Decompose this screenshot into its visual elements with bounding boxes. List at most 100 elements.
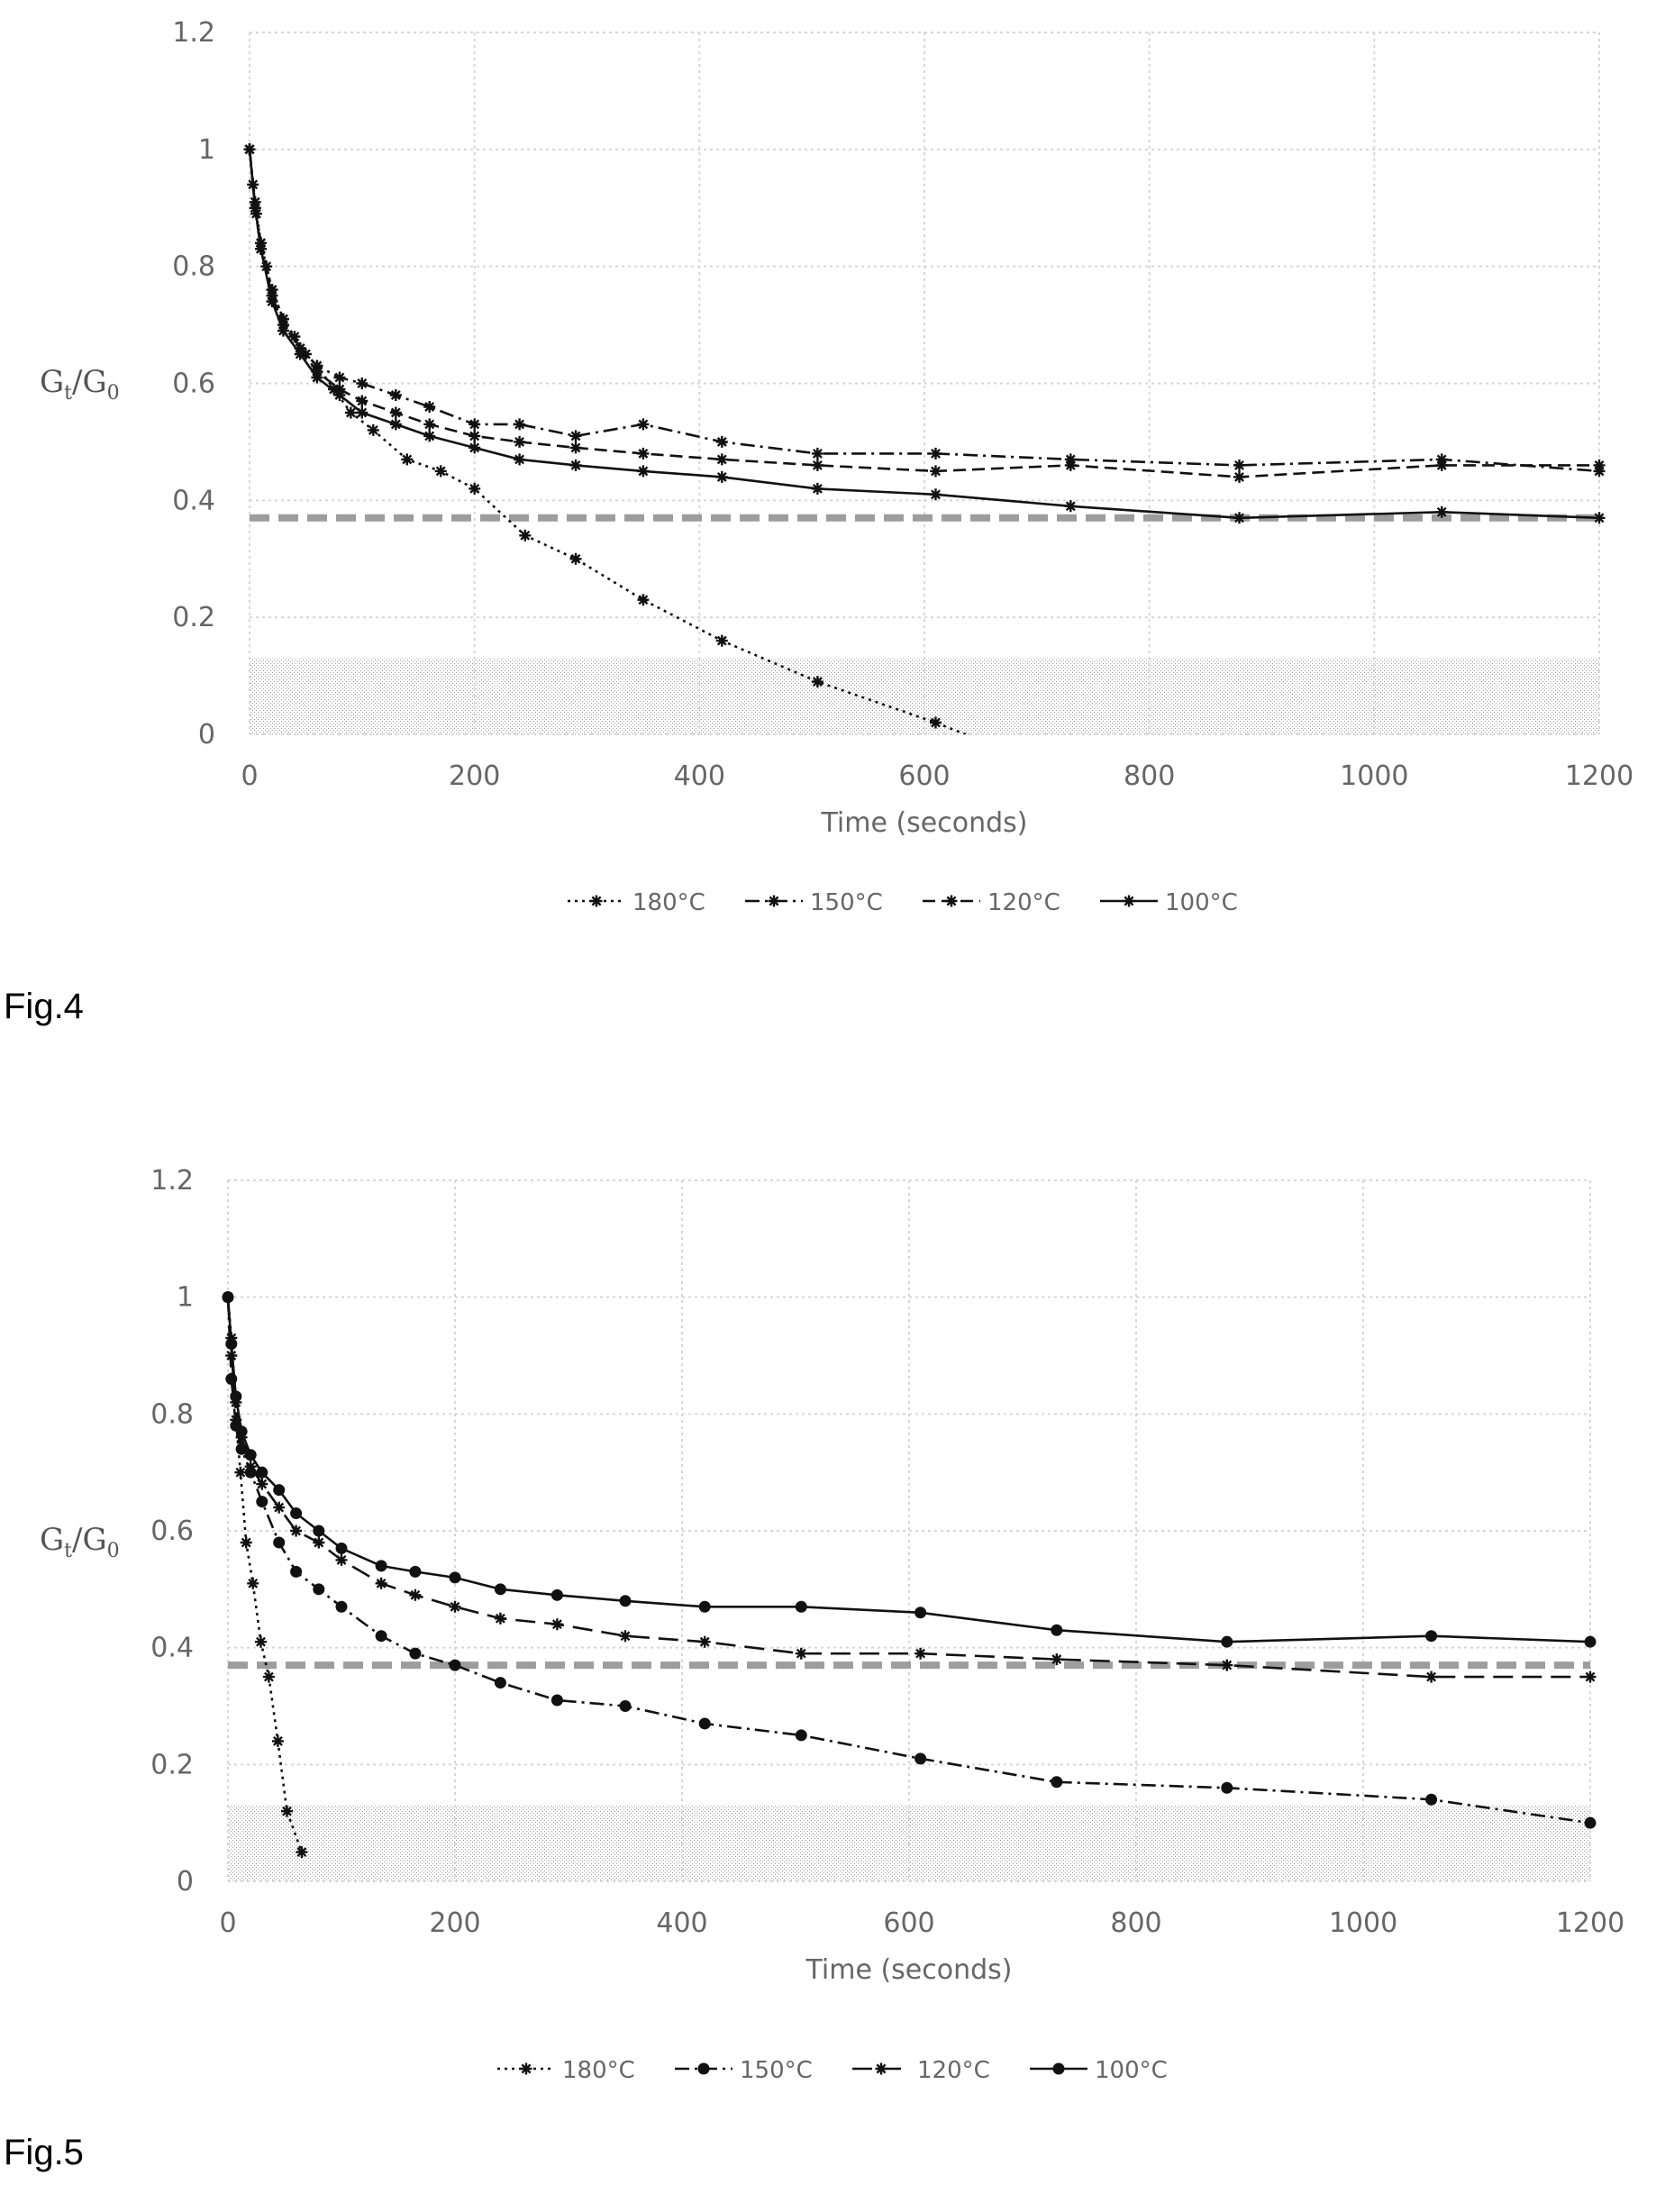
data-point [254,1635,268,1648]
x-tick-label: 400 [674,760,725,792]
data-point [1233,512,1246,524]
data-point [914,1752,927,1765]
figure-5-label: Fig.5 [4,2133,84,2172]
data-point [262,1670,275,1683]
legend-marker [520,2062,532,2075]
data-point [1221,1781,1233,1794]
data-point [401,453,414,466]
data-point [795,1729,807,1742]
data-point [240,1536,252,1549]
data-point [715,470,728,483]
data-point [296,1846,308,1859]
data-point [811,447,823,460]
legend-label: 100°C [1165,889,1238,916]
data-point [550,1618,563,1631]
data-point [356,406,369,419]
data-point [519,529,532,542]
data-point [569,430,582,442]
x-tick-label: 1000 [1340,760,1408,792]
data-point [1064,500,1077,513]
data-point [494,1583,506,1596]
series-100°C [222,1291,1597,1648]
legend-marker [875,2062,887,2075]
figure-5-chart: 0 0.2 0.4 0.6 0.8 1 1.2 0 200 400 600 800 1000 1200 Ti… [40,1165,1624,2084]
data-point [1425,1793,1438,1806]
data-point [811,482,823,495]
data-point [1051,1653,1063,1666]
data-point [811,459,823,471]
data-point [930,447,942,460]
data-point [698,1600,711,1613]
legend-marker [590,895,603,907]
y-tick-label: 0 [198,719,215,751]
data-point [313,1536,325,1549]
data-point [1584,1635,1597,1648]
legend-label: 180°C [562,2057,635,2084]
data-point [449,1600,461,1613]
y-tick-label: 0.2 [150,1749,194,1780]
data-point [569,459,582,471]
data-point [449,1571,461,1584]
data-point [243,143,256,156]
data-point [1233,470,1246,483]
data-point [469,430,481,442]
data-point [254,242,268,255]
y-axis-title-part: G [40,364,64,400]
data-point [494,1677,506,1689]
gridlines [249,32,1600,735]
data-point [449,1659,461,1671]
legend: 180°C 150°C 120°C 100°C [497,2057,1168,2084]
data-point [914,1607,927,1619]
data-point [249,202,261,214]
data-point [698,1635,711,1648]
series-line [226,1297,304,1853]
legend: 180°C 150°C 120°C 100°C [568,889,1238,916]
legend-item: 100°C [1100,889,1238,916]
legend-item: 100°C [1030,2057,1168,2084]
data-point [1064,459,1077,471]
data-point [333,371,346,384]
y-tick-label: 1 [177,1282,194,1314]
legend-label: 150°C [810,889,883,916]
figure-4-label: Fig.4 [4,987,84,1026]
data-point [423,400,436,414]
data-point [494,1612,506,1625]
data-point [914,1647,927,1660]
data-point [273,1484,286,1497]
data-point [550,1588,563,1601]
data-point [1435,505,1448,518]
data-point [230,1390,242,1403]
data-point [1425,1670,1438,1683]
data-point [715,435,728,448]
y-tick-label: 0.8 [150,1398,194,1430]
data-point [637,594,650,606]
x-tick-label: 200 [449,760,500,792]
data-point [795,1647,807,1660]
y-tick-label: 0.6 [150,1516,194,1547]
data-point [356,395,369,407]
x-axis-title: Time (seconds) [805,1954,1013,1986]
y-axis-title-part: 0 [107,1540,120,1562]
data-point [795,1600,807,1613]
data-point [1233,459,1246,471]
series-line [226,1297,1591,1643]
data-point [1593,459,1606,471]
data-point [256,1496,268,1508]
legend-label: 150°C [740,2057,813,2084]
data-point [235,1425,248,1438]
data-point [929,465,942,478]
x-tick-label: 800 [1124,760,1175,792]
legend-item: 120°C [852,2057,990,2084]
x-tick-label: 400 [656,1907,707,1939]
data-point [1221,1635,1233,1648]
data-point [1584,1670,1597,1683]
data-point [698,1717,711,1730]
data-point [234,1466,247,1479]
y-axis-title-part: 0 [107,382,120,405]
legend-item: 150°C [745,889,883,916]
data-point [637,465,650,478]
y-tick-label: 0.2 [172,602,215,633]
data-point [569,441,582,454]
series-line [248,149,1600,473]
data-point [335,1553,348,1566]
